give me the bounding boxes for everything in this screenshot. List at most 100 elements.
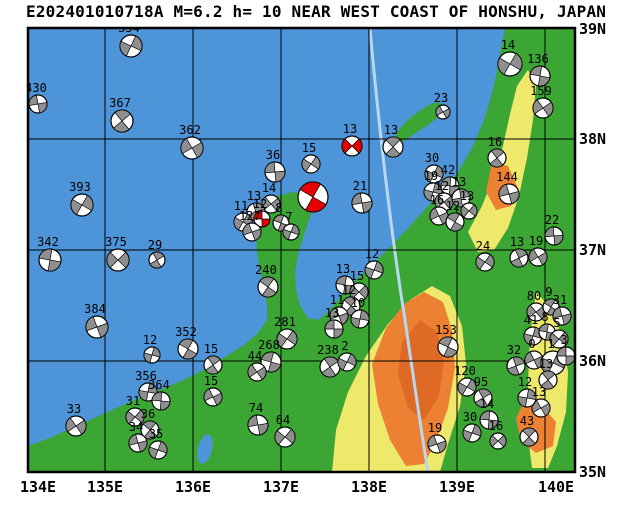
- event-depth-label: 12: [446, 199, 460, 213]
- event-depth-label: 136: [527, 52, 549, 66]
- event-depth-label: 354: [118, 21, 140, 35]
- focal-mechanism-beachball: [203, 387, 223, 407]
- focal-mechanism-beachball: [148, 251, 166, 269]
- event-depth-label: 384: [84, 302, 106, 316]
- focal-mechanism-beachball: [143, 346, 161, 364]
- focal-mechanism-beachball: [125, 407, 145, 427]
- map-title: E202401010718A M=6.2 h= 10 NEAR WEST COA…: [26, 2, 607, 21]
- event-depth-label: 22: [545, 213, 559, 227]
- event-depth-label: 80: [527, 289, 541, 303]
- event-depth-label: 13: [539, 357, 553, 371]
- focal-mechanism-beachball: [297, 181, 329, 213]
- event-depth-label: 10: [351, 296, 365, 310]
- longitude-tick-label: 136E: [175, 478, 211, 496]
- focal-mechanism-beachball: [462, 423, 482, 443]
- event-depth-label: 14: [501, 38, 515, 52]
- event-depth-label: 41: [524, 313, 538, 327]
- focal-mechanism-beachball: [276, 328, 298, 350]
- longitude-axis-labels: 134E 135E 136E 137E 138E 139E 140E: [20, 478, 574, 496]
- event-depth-label: 14: [480, 397, 494, 411]
- sado-island: [393, 103, 444, 145]
- event-depth-label: 30: [463, 410, 477, 424]
- event-depth-label: 3: [560, 333, 567, 347]
- longitude-tick-label: 139E: [439, 478, 475, 496]
- event-depth-label: 64: [276, 413, 290, 427]
- focal-mechanism-beachball: [257, 276, 279, 298]
- focal-mechanism-beachball: [301, 154, 321, 174]
- event-depth-label: 36: [141, 407, 155, 421]
- map-frame: [26, 26, 577, 474]
- focal-mechanism-beachball: [451, 188, 471, 208]
- event-depth-label: 11: [330, 293, 344, 307]
- focal-mechanism-beachball: [424, 164, 444, 184]
- event-depth-label: 16: [488, 135, 502, 149]
- focal-mechanism-beachball: [138, 382, 158, 402]
- event-depth-label: 14: [262, 181, 276, 195]
- event-depth-label: 32: [507, 343, 521, 357]
- event-depth-label: 34: [129, 420, 143, 434]
- event-depth-label: 13: [510, 235, 524, 249]
- event-depth-label: 42: [441, 163, 455, 177]
- focal-mechanism-beachball: [497, 51, 523, 77]
- focal-mechanism-beachball: [532, 97, 554, 119]
- focal-mechanism-beachball: [110, 109, 134, 133]
- focal-mechanism-beachball: [282, 223, 300, 241]
- event-depth-label: 356: [135, 369, 157, 383]
- focal-mechanism-beachball: [324, 319, 344, 339]
- event-depth-label: 13: [247, 189, 261, 203]
- focal-mechanism-beachball: [247, 362, 267, 382]
- focal-mechanism-beachball: [549, 329, 569, 349]
- event-depth-label: 127: [239, 209, 261, 223]
- focal-mechanism-beachball: [544, 226, 564, 246]
- event-depth-label: 16: [430, 193, 444, 207]
- focal-mechanism-beachball: [148, 440, 168, 460]
- event-depth-label: 364: [148, 378, 170, 392]
- event-depth-label: 12: [518, 375, 532, 389]
- event-depth-label: 8: [275, 201, 282, 215]
- event-depth-label: 35: [149, 427, 163, 441]
- beachball-layer: [28, 34, 575, 460]
- longitude-tick-label: 138E: [351, 478, 387, 496]
- latitude-tick-label: 38N: [579, 130, 606, 148]
- event-depth-label: 12: [435, 179, 449, 193]
- event-depth-label: 15: [204, 342, 218, 356]
- event-depth-label: 281: [274, 315, 296, 329]
- latitude-axis-labels: 39N 38N 37N 36N 35N: [579, 20, 606, 481]
- focal-mechanism-beachball: [349, 282, 369, 302]
- focal-mechanism-beachball: [261, 194, 281, 214]
- event-depth-label: 21: [353, 179, 367, 193]
- event-depth-label: 12: [253, 197, 267, 211]
- focal-mechanism-beachball: [475, 252, 495, 272]
- focal-mechanism-beachball: [489, 432, 507, 450]
- event-depth-label: 7: [285, 210, 292, 224]
- longitude-tick-label: 140E: [538, 478, 574, 496]
- event-depth-label: 8: [541, 310, 548, 324]
- event-depth-label: 13: [325, 306, 339, 320]
- focal-mechanism-beachball: [473, 388, 493, 408]
- latitude-tick-label: 35N: [579, 463, 606, 481]
- focal-mechanism-beachball: [351, 192, 373, 214]
- event-depth-label: 0: [528, 337, 535, 351]
- focal-mechanism-beachball: [519, 427, 539, 447]
- event-depth-label: 2: [341, 339, 348, 353]
- event-depth-label: 19: [428, 421, 442, 435]
- event-depth-label: 5: [553, 316, 560, 330]
- latitude-tick-label: 36N: [579, 352, 606, 370]
- focal-mechanism-beachball: [435, 104, 451, 120]
- focal-mechanism-beachball: [119, 34, 143, 58]
- focal-mechanism-beachball: [429, 206, 449, 226]
- event-depth-label: 33: [67, 402, 81, 416]
- focal-mechanism-beachball: [531, 398, 551, 418]
- event-depth-label: 12: [365, 247, 379, 261]
- event-depth-label: 1: [547, 337, 554, 351]
- longitude-tick-label: 135E: [87, 478, 123, 496]
- event-depth-label: 13: [343, 122, 357, 136]
- focal-mechanism-beachball: [203, 355, 223, 375]
- event-depth-label: 19: [529, 234, 543, 248]
- event-depth-label: 15: [302, 141, 316, 155]
- focal-mechanism-beachball: [70, 193, 94, 217]
- event-depth-label: 15: [204, 374, 218, 388]
- focal-mechanism-beachball: [437, 336, 459, 358]
